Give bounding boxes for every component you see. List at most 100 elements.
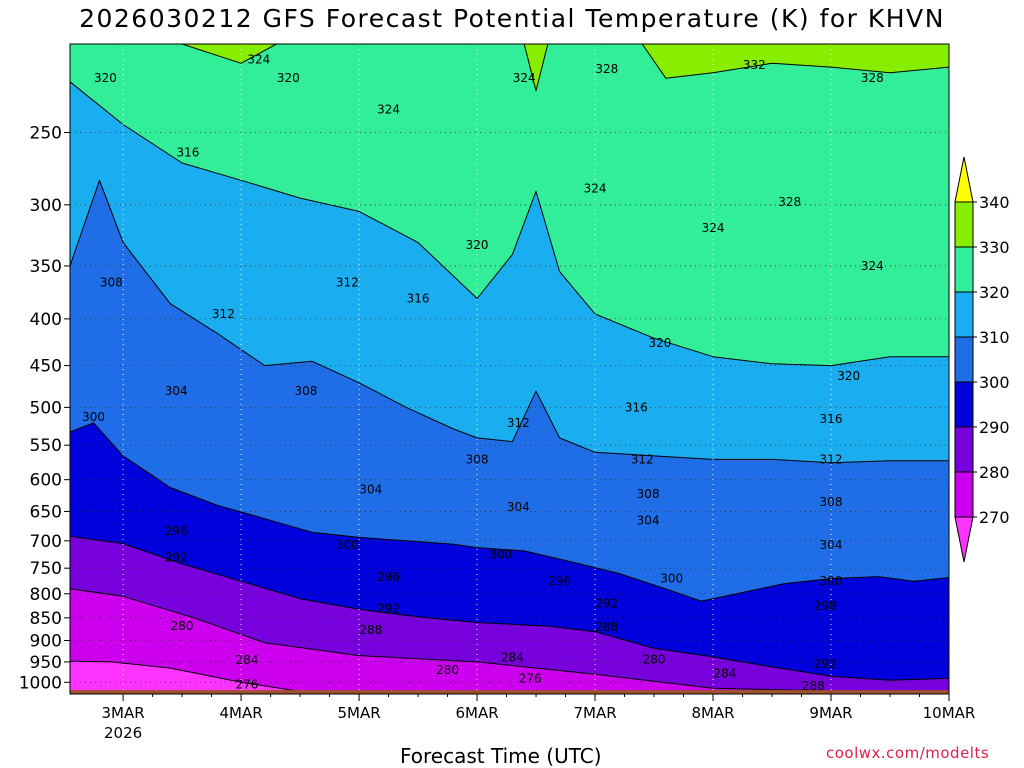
contour-label: 316 (820, 412, 843, 426)
colorbar-segment (954, 426, 974, 473)
y-tick-label: 650 (30, 502, 62, 522)
y-tick-label: 950 (30, 653, 62, 673)
x-tick-label: 7MAR (573, 704, 616, 722)
x-tick-label: 5MAR (337, 704, 380, 722)
colorbar-label: 310 (979, 328, 1010, 347)
y-tick-label: 450 (30, 357, 62, 377)
contour-label: 316 (177, 146, 200, 160)
contour-label: 296 (377, 570, 400, 584)
y-tick-label: 350 (30, 257, 62, 277)
contour-label: 292 (814, 657, 837, 671)
colorbar-segment (954, 471, 974, 518)
contour-label: 276 (236, 677, 259, 691)
contour-label: 296 (165, 524, 188, 538)
contour-label: 304 (507, 500, 530, 514)
y-tick-label: 700 (30, 532, 62, 552)
contour-label: 324 (584, 182, 607, 196)
x-tick-label: 6MAR (455, 704, 498, 722)
colorbar-label: 280 (979, 463, 1010, 482)
contour-label: 280 (643, 652, 666, 666)
x-tick-label: 3MAR (102, 704, 145, 722)
contour-label: 320 (466, 238, 489, 252)
contour-label: 304 (165, 384, 188, 398)
colorbar-segment (954, 201, 974, 248)
y-tick-label: 250 (30, 123, 62, 143)
colorbar-label: 320 (979, 283, 1010, 302)
colorbar-segment (954, 246, 974, 293)
contour-label: 280 (171, 619, 194, 633)
contour-label: 308 (820, 495, 843, 509)
y-tick-label: 550 (30, 436, 62, 456)
colorbar-segment (954, 336, 974, 383)
x-tick-label: 9MAR (809, 704, 852, 722)
contour-label: 308 (295, 384, 318, 398)
y-tick-label: 1000 (19, 673, 62, 693)
x-axis: 3MAR 4MAR 5MAR 6MAR 7MAR 8MAR 9MAR 10MAR 2026 (102, 694, 976, 742)
y-axis: 2503003504004505005506006507007508008509… (19, 123, 70, 693)
colorbar-segment (954, 291, 974, 338)
terrain-strip (70, 690, 949, 694)
contour-label: 328 (861, 71, 884, 85)
y-tick-label: 800 (30, 585, 62, 605)
contour-label: 308 (466, 452, 489, 466)
contour-label: 308 (100, 276, 123, 290)
contour-label: 288 (595, 620, 618, 634)
contour-label: 292 (165, 550, 188, 564)
contour-label: 312 (336, 276, 359, 290)
contour-label: 292 (595, 597, 618, 611)
contour-label: 320 (648, 336, 671, 350)
contour-label: 324 (513, 71, 536, 85)
contour-label: 284 (713, 666, 736, 680)
y-tick-label: 400 (30, 310, 62, 330)
contour-label: 288 (359, 623, 382, 637)
contour-labels: 324 320 320 324 324 328 332 328 316 324 328 320 324 3… (82, 53, 884, 694)
y-tick-label: 850 (30, 609, 62, 629)
contour-label: 304 (637, 513, 660, 527)
colorbar-label: 340 (979, 193, 1010, 212)
colorbar-top-arrow (954, 156, 974, 203)
colorbar-label: 330 (979, 238, 1010, 257)
contour-label: 300 (660, 572, 683, 586)
contour-label: 292 (377, 601, 400, 615)
contour-label: 312 (507, 416, 530, 430)
contour-label: 300 (82, 410, 105, 424)
contour-label: 288 (802, 679, 825, 693)
y-tick-label: 750 (30, 559, 62, 579)
contour-label: 284 (236, 653, 259, 667)
chart-title: 2026030212 GFS Forecast Potential Temper… (79, 4, 945, 33)
filled-contour-bands (70, 44, 949, 694)
contour-label: 320 (94, 71, 117, 85)
contour-label: 324 (702, 221, 725, 235)
x-year-label: 2026 (104, 724, 142, 742)
contour-label: 316 (407, 292, 430, 306)
contour-label: 320 (277, 71, 300, 85)
contour-label: 284 (501, 651, 524, 665)
contour-label: 332 (743, 58, 766, 72)
contour-label: 298 (814, 599, 837, 613)
contour-label: 300 (489, 548, 512, 562)
x-axis-label: Forecast Time (UTC) (400, 744, 602, 768)
x-tick-label: 10MAR (923, 704, 976, 722)
contour-label: 308 (637, 487, 660, 501)
contour-label: 328 (595, 62, 618, 76)
contour-label: 280 (436, 663, 459, 677)
x-tick-label: 8MAR (691, 704, 734, 722)
contour-label: 324 (861, 259, 884, 273)
contour-label: 312 (820, 452, 843, 466)
contour-label: 312 (631, 452, 654, 466)
contour-label: 276 (519, 671, 542, 685)
credit-link[interactable]: coolwx.com/modelts (826, 744, 990, 762)
y-tick-label: 900 (30, 631, 62, 651)
contour-label: 304 (820, 538, 843, 552)
colorbar-bottom-arrow (954, 516, 974, 563)
contour-label: 304 (359, 482, 382, 496)
x-tick-label: 4MAR (219, 704, 262, 722)
colorbar-segment (954, 381, 974, 428)
y-tick-label: 500 (30, 398, 62, 418)
contour-label: 300 (336, 538, 359, 552)
plot-frame (69, 43, 950, 695)
contour-label: 320 (837, 369, 860, 383)
colorbar: 270 280 290 300 310 320 330 340 (954, 156, 1010, 563)
contour-label: 312 (212, 307, 235, 321)
